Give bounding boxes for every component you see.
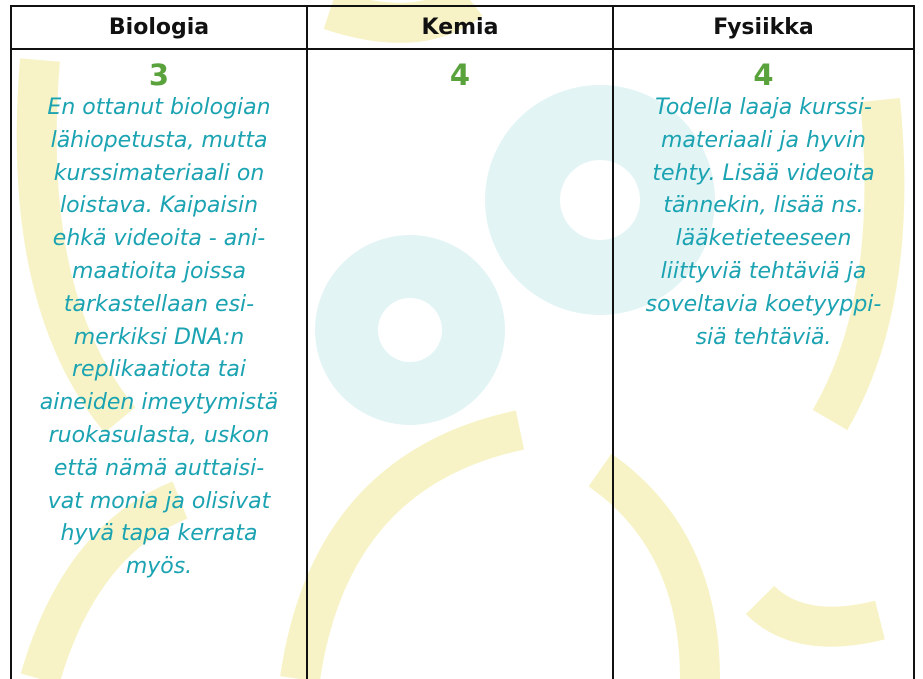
grade: 4 — [449, 58, 471, 92]
comment-line: kurssimateriaali on — [53, 160, 265, 186]
comment-line: En ottanut biologian — [47, 95, 271, 120]
comment-line: Todella laaja kurssi- — [655, 95, 872, 120]
comment-line: ruokasulasta, uskon — [48, 422, 270, 448]
comment-line: lähiopetusta, mutta — [50, 127, 268, 153]
comment-line: vat monia ja olisivat — [47, 488, 271, 514]
comment: En ottanut biologian lähiopetusta, mutta k… — [12, 92, 306, 584]
table: Biologia 3 En ottanut biologian lähiopetust… — [10, 5, 915, 679]
comment-line: liittyviä tehtäviä ja — [660, 258, 867, 284]
comment: Todella laaja kurssi-materiaali ja hyvin… — [614, 92, 913, 354]
grade: 3 — [148, 58, 170, 92]
comment-line: loistava. Kaipaisin — [59, 193, 259, 219]
column-header: Kemia — [308, 5, 612, 50]
comment-line: hyvä tapa kerrata — [60, 521, 258, 547]
table-column: Kemia 4 — [306, 5, 612, 679]
comment-line: ehkä videoita - ani- — [52, 226, 266, 252]
comment-line: replikaatiota tai — [72, 357, 246, 383]
comment-line: että nämä auttaisi- — [53, 455, 265, 481]
table-column: Fysiikka 4 Todella laaja kurssi-materiaali… — [612, 5, 915, 679]
comment-line: merkiksi DNA:n — [73, 324, 245, 350]
comment-line: tarkastellaan esi- — [63, 291, 255, 317]
comment-line: aineiden imeytymistä — [39, 390, 279, 416]
comment-line: lääketieteeseen — [675, 226, 852, 252]
comment-line: tehty. Lisää videoita — [652, 160, 875, 186]
table-column: Biologia 3 En ottanut biologian lähiopetust… — [10, 5, 306, 679]
column-header: Fysiikka — [614, 5, 913, 50]
comment-line: myös. — [125, 554, 193, 580]
comment-line: soveltavia koetyyppi- — [645, 291, 882, 317]
column-header: Biologia — [12, 5, 306, 50]
comment-line: siä tehtäviä. — [695, 324, 832, 350]
comment-line: materiaali ja hyvin — [660, 127, 867, 153]
comment-line: maatioita joissa — [72, 258, 246, 284]
comment-line: tännekin, lisää ns. — [663, 193, 864, 219]
grade: 4 — [753, 58, 774, 92]
